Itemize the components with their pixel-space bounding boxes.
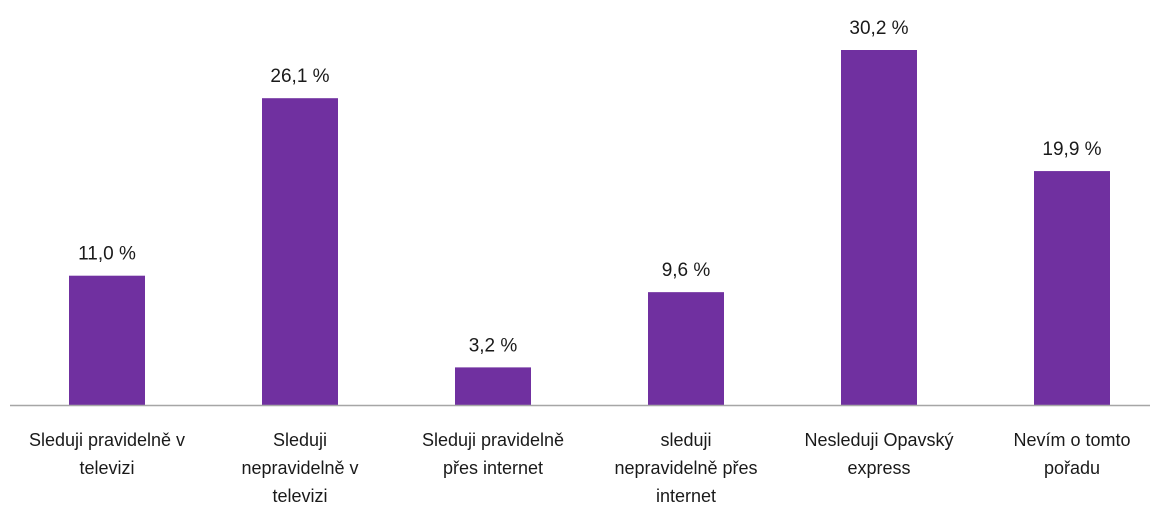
category-label-line: Sleduji pravidelně v (29, 430, 185, 450)
category-label-line: televizi (79, 458, 134, 478)
category-labels-group: Sleduji pravidelně v televizi Sleduji nepra… (29, 430, 1131, 506)
bar-value-label-1: 11,0 % (78, 244, 136, 265)
category-label-line: Nesleduji Opavský (804, 430, 953, 450)
bar-3 (455, 367, 531, 405)
category-label-line: Sleduji pravidelně (422, 430, 564, 450)
bar-2 (262, 98, 338, 405)
bar-5 (841, 50, 917, 405)
category-label-6: Nevím o tomto pořadu (1013, 430, 1130, 478)
category-label-line: nepravidelně přes (614, 458, 757, 478)
category-label-line: Sleduji (273, 430, 327, 450)
category-label-3: Sleduji pravidelně přes internet (422, 430, 564, 478)
category-label-line: Nevím o tomto (1013, 430, 1130, 450)
category-label-line: pořadu (1044, 458, 1100, 478)
bar-value-label-3: 3,2 % (469, 335, 518, 356)
category-label-2: Sleduji nepravidelně v televizi (241, 430, 358, 506)
bar-1 (69, 275, 145, 405)
category-label-line: express (847, 458, 910, 478)
bar-6 (1034, 171, 1110, 405)
bars-group (69, 50, 1110, 405)
category-label-4: sleduji nepravidelně přes internet (614, 430, 757, 506)
category-label-1: Sleduji pravidelně v televizi (29, 430, 185, 478)
category-label-line: sleduji (660, 430, 711, 450)
bar-value-label-6: 19,9 % (1042, 139, 1101, 160)
bar-value-label-2: 26,1 % (270, 66, 329, 87)
bar-4 (648, 292, 724, 405)
category-label-line: nepravidelně v (241, 458, 358, 478)
value-labels-group: 11,0 % 26,1 % 3,2 % 9,6 % 30,2 % 19,9 % (78, 18, 1102, 356)
category-label-line: internet (656, 486, 716, 506)
category-label-line: přes internet (443, 458, 543, 478)
bar-value-label-4: 9,6 % (662, 260, 711, 281)
category-label-line: televizi (272, 486, 327, 506)
bar-value-label-5: 30,2 % (849, 18, 908, 39)
category-label-5: Nesleduji Opavský express (804, 430, 953, 478)
